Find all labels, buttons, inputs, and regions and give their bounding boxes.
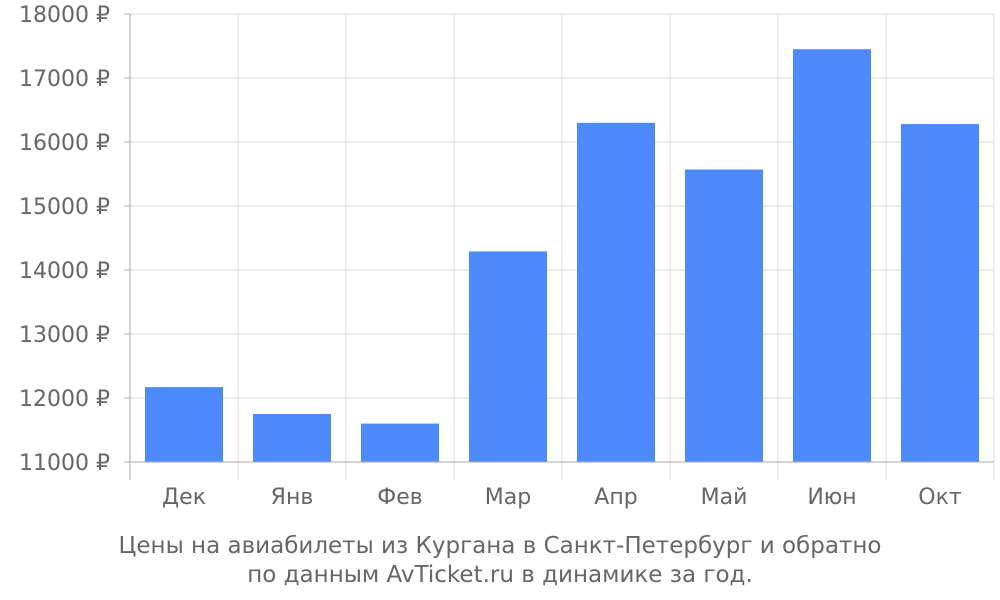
x-tick-label: Окт bbox=[918, 485, 962, 510]
y-tick-label: 18000 ₽ bbox=[19, 3, 110, 28]
x-tick-label: Дек bbox=[162, 485, 206, 510]
bars bbox=[145, 49, 979, 463]
x-tick-label: Мар bbox=[485, 485, 531, 510]
y-tick-label: 17000 ₽ bbox=[19, 67, 110, 92]
y-tick-label: 16000 ₽ bbox=[19, 131, 110, 156]
x-tick-label: Май bbox=[701, 485, 748, 510]
y-tick-label: 15000 ₽ bbox=[19, 195, 110, 220]
bar-1 bbox=[145, 387, 223, 462]
x-tick-label: Фев bbox=[377, 485, 422, 510]
bar-5 bbox=[577, 122, 655, 463]
caption-line-2: по данным AvTicket.ru в динамике за год. bbox=[247, 562, 753, 588]
x-tick-labels: Дек Янв Фев Мар Апр Май Июн Окт bbox=[162, 485, 962, 510]
x-tick-label: Апр bbox=[594, 485, 637, 510]
bar-6 bbox=[685, 169, 763, 462]
y-tick-label: 14000 ₽ bbox=[19, 259, 110, 284]
x-tick-label: Янв bbox=[271, 485, 314, 510]
bar-3 bbox=[361, 423, 439, 462]
x-tick-label: Июн bbox=[807, 485, 856, 510]
y-tick-labels: 11000 ₽ 12000 ₽ 13000 ₽ 14000 ₽ 15000 ₽ 16000… bbox=[19, 3, 110, 476]
caption-line-1: Цены на авиабилеты из Кургана в Санкт-Пе… bbox=[118, 533, 882, 559]
y-tick-label: 12000 ₽ bbox=[19, 387, 110, 412]
price-bar-chart: 11000 ₽ 12000 ₽ 13000 ₽ 14000 ₽ 15000 ₽ 16000… bbox=[19, 3, 995, 510]
bar-7 bbox=[793, 49, 871, 462]
bar-2 bbox=[253, 414, 331, 462]
axes bbox=[124, 13, 995, 480]
y-tick-label: 11000 ₽ bbox=[19, 451, 110, 476]
grid-lines bbox=[129, 13, 995, 463]
y-tick-label: 13000 ₽ bbox=[19, 323, 110, 348]
bar-8 bbox=[901, 124, 979, 462]
bar-4 bbox=[469, 251, 547, 462]
